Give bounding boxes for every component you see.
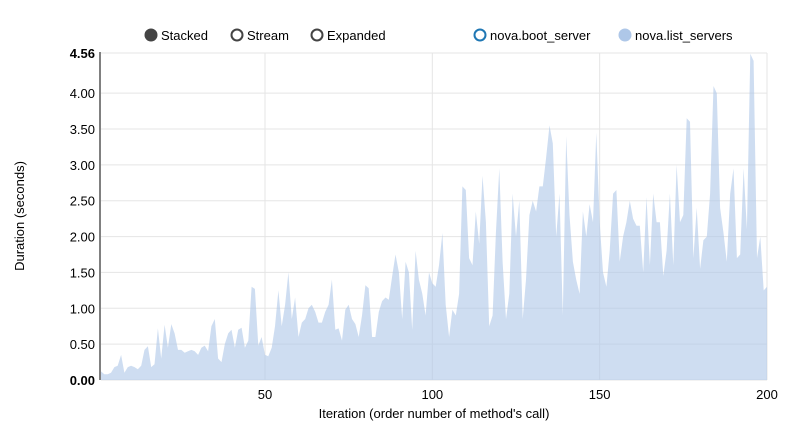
control-expanded-label[interactable]: Expanded — [327, 28, 386, 43]
legend-circle-icon[interactable] — [618, 28, 632, 42]
y-axis-label: Duration (seconds) — [12, 161, 27, 271]
y-axis-ticks: 0.00 0.50 1.00 1.50 2.00 2.50 3.00 3.50 4.00 4.56 — [70, 46, 95, 388]
control-expanded[interactable]: Expanded — [310, 28, 386, 43]
legend-label[interactable]: nova.list_servers — [635, 28, 733, 43]
y-tick-label: 3.00 — [70, 158, 95, 173]
x-tick-label: 200 — [756, 387, 778, 402]
y-tick-label: 2.50 — [70, 194, 95, 209]
legend-item-nova-list-servers[interactable]: nova.list_servers — [618, 28, 734, 43]
radio-selected-icon[interactable] — [144, 28, 158, 42]
legend-label[interactable]: nova.boot_server — [490, 28, 591, 43]
y-tick-label: 1.00 — [70, 301, 95, 316]
control-stacked-label[interactable]: Stacked — [161, 28, 208, 43]
y-tick-label: 4.00 — [70, 86, 95, 101]
area-nova-list-servers[interactable] — [101, 53, 767, 380]
x-tick-label: 50 — [258, 387, 272, 402]
control-stacked[interactable]: Stacked — [144, 28, 208, 43]
controls-legend: Stacked Stream Expanded — [144, 28, 386, 43]
y-tick-label: 0.00 — [70, 373, 95, 388]
control-stream[interactable]: Stream — [230, 28, 289, 43]
y-tick-label: 3.50 — [70, 122, 95, 137]
x-tick-label: 100 — [421, 387, 443, 402]
x-tick-label: 150 — [589, 387, 611, 402]
legend-item-nova-boot-server[interactable]: nova.boot_server — [473, 28, 592, 43]
y-tick-label: 0.50 — [70, 337, 95, 352]
series-legend: nova.boot_server nova.list_servers — [473, 28, 734, 43]
control-stream-label[interactable]: Stream — [247, 28, 289, 43]
y-tick-label: 1.50 — [70, 265, 95, 280]
radio-unselected-icon[interactable] — [310, 28, 324, 42]
x-axis-ticks: 50 100 150 200 — [258, 387, 778, 402]
legend-circle-icon[interactable] — [473, 28, 487, 42]
x-axis-label: Iteration (order number of method's call… — [319, 406, 550, 421]
y-tick-label: 2.00 — [70, 230, 95, 245]
y-tick-label: 4.56 — [70, 46, 95, 61]
radio-unselected-icon[interactable] — [230, 28, 244, 42]
